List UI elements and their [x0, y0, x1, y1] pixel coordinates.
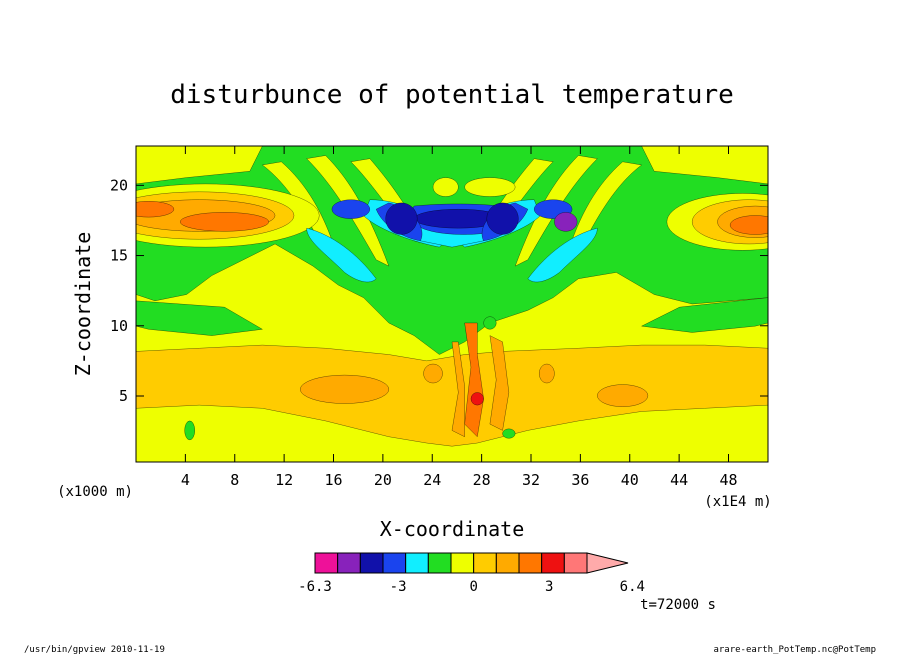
colorbar-swatch	[518, 552, 543, 574]
y-axis-label: Z-coordinate	[71, 232, 95, 377]
cold-blue-left-small	[332, 200, 370, 219]
lower-orange-center	[424, 364, 443, 383]
warm-yellow-top-center	[433, 178, 458, 197]
x-tick-label: 4	[181, 471, 190, 489]
x-tick-label: 48	[719, 471, 737, 489]
central-turbulence	[452, 342, 465, 437]
lower-orange-left	[300, 375, 388, 403]
small-cold-spot-left	[185, 421, 195, 440]
lower-orange-right	[597, 385, 648, 407]
colorbar-swatch	[405, 552, 429, 574]
y-axis: 5 10 15 20	[110, 176, 768, 405]
cold-cyan-left	[307, 228, 377, 282]
colorbar-swatch	[473, 552, 497, 574]
colorbar-swatch	[495, 552, 520, 574]
central-turbulence	[490, 336, 509, 431]
surface-yellow-layer	[136, 405, 768, 462]
colorbar-swatch	[359, 552, 384, 574]
time-label: t=72000 s	[640, 597, 716, 613]
colorbar-extend-arrow	[586, 552, 629, 574]
cold-navy-right	[487, 203, 519, 235]
y-unit-label: (x1000 m)	[57, 484, 133, 500]
x-axis-label: X-coordinate	[380, 517, 525, 541]
colorbar-swatch	[450, 552, 475, 574]
colorbar-tick-label: 3	[545, 579, 553, 595]
plot-frame	[135, 145, 769, 463]
x-tick-label: 16	[324, 471, 342, 489]
lower-orange-center	[539, 364, 554, 383]
x-tick-label: 24	[423, 471, 441, 489]
central-turbulence-hot	[471, 392, 484, 405]
x-tick-label: 28	[473, 471, 491, 489]
cold-purple-right	[554, 212, 577, 231]
right-upper-warm-core	[730, 216, 768, 235]
colorbar-tick-label: -3	[390, 579, 407, 595]
colorbar-swatch	[382, 552, 407, 574]
x-tick-label: 40	[621, 471, 639, 489]
contour-green-band-left	[136, 301, 262, 336]
colorbar-swatch	[314, 552, 339, 574]
upper-right-yellow	[642, 146, 768, 184]
y-tick-label: 10	[110, 317, 128, 335]
cold-navy-left	[386, 203, 418, 235]
colorbar-swatch	[563, 552, 588, 574]
colorbar-tick-label: 0	[469, 579, 477, 595]
central-green-spot	[484, 317, 497, 330]
contour-green-band-right	[642, 298, 768, 333]
y-tick-label: 15	[110, 247, 128, 265]
x-tick-label: 36	[571, 471, 589, 489]
colorbar-swatch	[541, 552, 565, 574]
x-tick-label: 12	[275, 471, 293, 489]
y-tick-label: 20	[110, 176, 128, 194]
left-upper-warm-core	[180, 212, 268, 231]
footer-program: /usr/bin/gpview 2010-11-19	[24, 645, 165, 654]
x-tick-label: 20	[374, 471, 392, 489]
x-tick-label: 44	[670, 471, 688, 489]
x-axis: 4 8 12 16 20 24 28 32 36 40 44 48	[181, 146, 738, 489]
cold-cyan-right	[528, 228, 598, 282]
central-turbulence	[465, 323, 484, 437]
upper-left-yellow	[136, 146, 262, 184]
x-tick-label: 32	[522, 471, 540, 489]
colorbar-tick-label: 6.4	[620, 579, 645, 595]
x-tick-label: 8	[230, 471, 239, 489]
x-unit-label: (x1E4 m)	[704, 494, 771, 510]
warm-yellow-top-right	[465, 178, 516, 197]
surface-green-spot	[503, 429, 516, 438]
footer-source: arare-earth_PotTemp.nc@PotTemp	[713, 645, 876, 654]
left-upper-warm-core	[136, 201, 174, 217]
colorbar-tick-label: -6.3	[298, 579, 332, 595]
colorbar-swatch	[337, 552, 361, 574]
contour-plot-area	[135, 145, 769, 463]
colorbar: -6.3 -3 0 3 6.4	[298, 552, 645, 595]
colorbar-swatch	[427, 552, 452, 574]
y-tick-label: 5	[119, 387, 128, 405]
chart-title: disturbunce of potential temperature	[170, 80, 734, 110]
